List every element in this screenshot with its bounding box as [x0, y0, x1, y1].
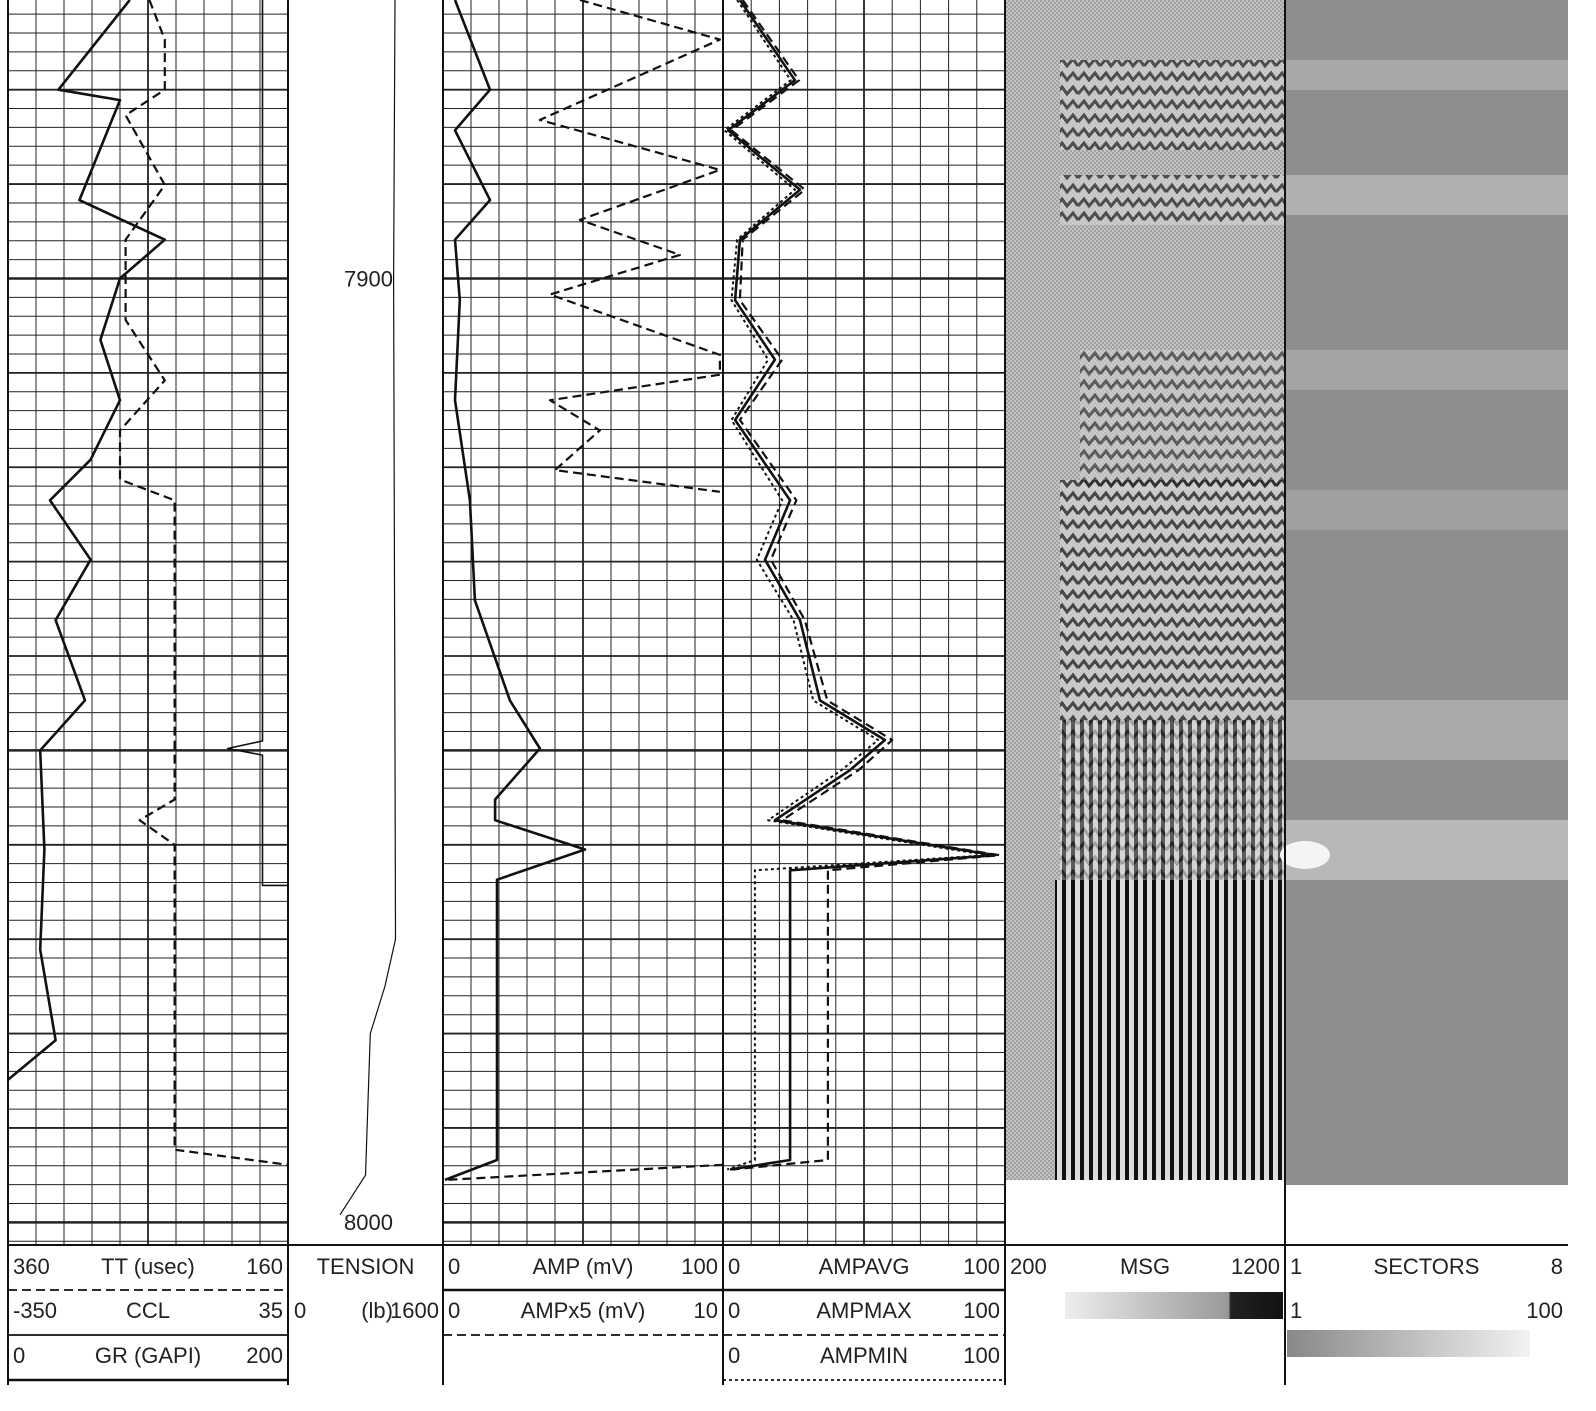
curve-name: AMPMAX — [816, 1298, 912, 1323]
curve-name: MSG — [1120, 1254, 1170, 1279]
curves — [7, 0, 1001, 1216]
log-curve — [444, 0, 587, 1182]
scale-right: 100 — [963, 1343, 1000, 1368]
curve-name: TENSION — [317, 1254, 415, 1279]
curve-name: SECTORS — [1374, 1254, 1480, 1279]
curve-unit: (lb) — [361, 1298, 393, 1323]
scale-left: 0 — [294, 1298, 306, 1323]
curve-name: AMPx5 (mV) — [521, 1298, 646, 1323]
curve-name: AMPMIN — [820, 1343, 908, 1368]
depth-label: 8000 — [344, 1210, 393, 1235]
scale-right: 1200 — [1231, 1254, 1280, 1279]
scale-right: 1600 — [390, 1298, 439, 1323]
scale-right: 100 — [963, 1254, 1000, 1279]
depth-label: 7900 — [344, 266, 393, 291]
scale-left: 200 — [1010, 1254, 1047, 1279]
scale-right: 35 — [259, 1298, 283, 1323]
scale-right: 100 — [681, 1254, 718, 1279]
log-curve — [723, 0, 990, 1171]
scale-left: 360 — [13, 1254, 50, 1279]
scale-left: 1 — [1290, 1254, 1302, 1279]
curve-name: CCL — [126, 1298, 170, 1323]
curve-name: AMP (mV) — [532, 1254, 633, 1279]
log-curve — [226, 0, 288, 887]
log-curve — [445, 0, 724, 1181]
curve-name: AMPAVG — [819, 1254, 910, 1279]
scale-left: 0 — [728, 1298, 740, 1323]
log-curve — [118, 0, 289, 1166]
scale-left: 0 — [448, 1298, 460, 1323]
curve-name: GR (GAPI) — [95, 1343, 201, 1368]
log-curve — [726, 0, 997, 1171]
scale-left: -350 — [13, 1298, 57, 1323]
scale-right: 100 — [963, 1298, 1000, 1323]
waveform-images — [1005, 0, 1568, 1357]
log-curve — [7, 0, 167, 1081]
scale-left: 0 — [13, 1343, 25, 1368]
curve-name: TT (usec) — [101, 1254, 195, 1279]
scale-right: 160 — [246, 1254, 283, 1279]
scale-right: 100 — [1526, 1298, 1563, 1323]
scale-left: 0 — [448, 1254, 460, 1279]
scale-right: 10 — [694, 1298, 718, 1323]
scale-left: 0 — [728, 1254, 740, 1279]
header: 360 160 TT (usec) -350 35 CCL 0 200 GR (GAPI) TEN… — [8, 1254, 1563, 1382]
scale-left: 0 — [728, 1343, 740, 1368]
scale-right: 200 — [246, 1343, 283, 1368]
scale-left: 1 — [1290, 1298, 1302, 1323]
log-curve — [339, 0, 397, 1216]
scale-right: 8 — [1551, 1254, 1563, 1279]
